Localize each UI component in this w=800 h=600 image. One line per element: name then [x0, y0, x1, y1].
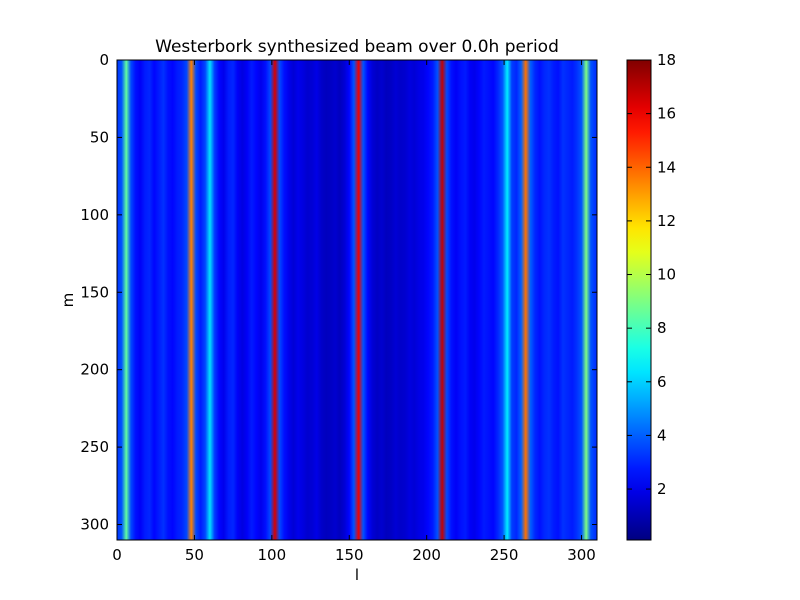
colorbar-tick-label: 12: [657, 212, 676, 230]
x-tick-label: 300: [567, 546, 596, 564]
x-tick-label: 50: [185, 546, 204, 564]
y-tick-label: 250: [80, 438, 109, 456]
y-tick-label: 200: [80, 361, 109, 379]
colorbar-tick-label: 6: [657, 373, 667, 391]
colorbar-tick-label: 4: [657, 426, 667, 444]
y-tick-label: 150: [80, 283, 109, 301]
heatmap-plot-area: [116, 59, 598, 541]
chart-title: Westerbork synthesized beam over 0.0h pe…: [155, 37, 559, 57]
colorbar-ticks: 2 4 6 8 10 12 14 16 18: [627, 51, 676, 498]
x-tick-label: 200: [412, 546, 441, 564]
y-tick-label: 100: [80, 206, 109, 224]
y-tick-label: 0: [99, 51, 109, 69]
colorbar-tick-label: 14: [657, 158, 676, 176]
x-tick-label: 150: [335, 546, 364, 564]
y-axis-ticks: 0 50 100 150 200 250 300: [80, 51, 597, 534]
x-axis-ticks: 0 50 100 150 200 250 300: [112, 60, 596, 564]
plot-frame: [116, 59, 598, 541]
colorbar-tick-label: 10: [657, 266, 676, 284]
colorbar: 2 4 6 8 10 12 14 16 18: [626, 51, 676, 541]
colorbar-tick-label: 16: [657, 105, 676, 123]
colorbar-tick-label: 2: [657, 480, 667, 498]
y-tick-label: 300: [80, 516, 109, 534]
y-tick-label: 50: [90, 128, 109, 146]
colorbar-gradient: [627, 60, 651, 540]
y-axis-label: m: [59, 293, 77, 308]
x-tick-label: 0: [112, 546, 122, 564]
x-axis-label: l: [355, 566, 359, 584]
x-tick-label: 100: [258, 546, 287, 564]
colorbar-frame: [626, 59, 652, 541]
colorbar-tick-label: 8: [657, 319, 667, 337]
colorbar-tick-label: 18: [657, 51, 676, 69]
heatmap-image: [117, 60, 597, 540]
x-tick-label: 250: [490, 546, 519, 564]
